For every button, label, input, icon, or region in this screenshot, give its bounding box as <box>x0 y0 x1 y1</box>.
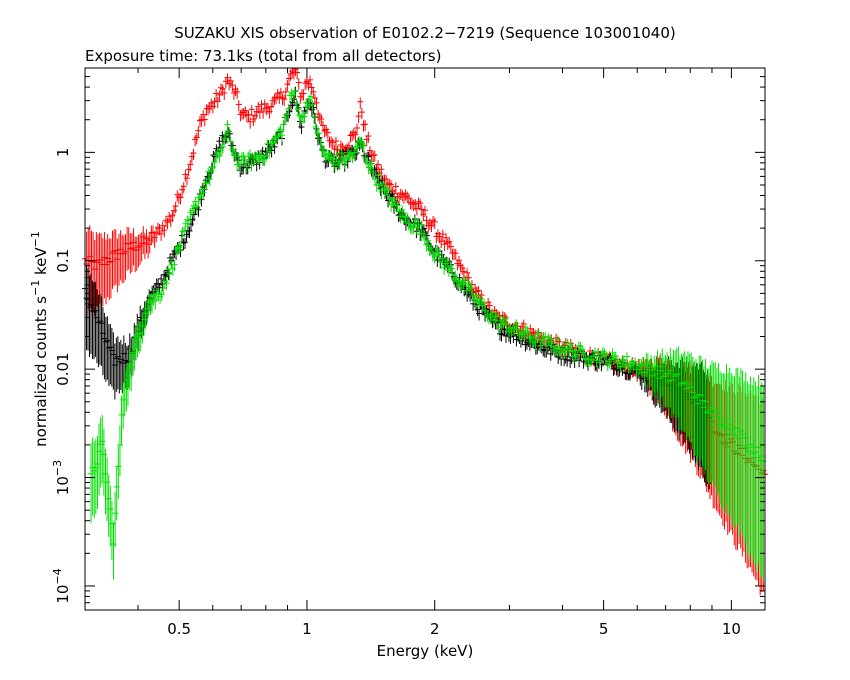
y-tick-label-exponent: −3 <box>51 460 64 476</box>
y-tick-label-base: 0.01 <box>54 352 72 385</box>
series-2 <box>82 86 714 490</box>
y-axis-label-main: normalized counts s <box>32 296 50 447</box>
y-tick-label-base: 10 <box>54 476 72 495</box>
y-axis-label: normalized counts s−1 keV−1 <box>29 231 50 447</box>
x-tick-label: 1 <box>302 620 312 638</box>
y-tick-label: 0.1 <box>54 249 72 273</box>
y-tick-label: 1 <box>54 148 72 158</box>
series-1 <box>82 68 768 597</box>
y-tick-label: 0.01 <box>54 352 72 385</box>
y-tick-label: 10−4 <box>51 568 72 603</box>
y-axis-label-sup1: −1 <box>29 280 42 296</box>
chart-subtitle: Exposure time: 73.1ks (total from all de… <box>85 47 441 65</box>
y-tick-label-exponent: −4 <box>51 568 64 584</box>
y-axis-label-mid: keV <box>32 247 50 280</box>
x-axis-ticks: 0.5 1 2 5 10 <box>84 68 741 638</box>
x-tick-label: 10 <box>722 620 741 638</box>
x-tick-label: 0.5 <box>167 620 191 638</box>
x-tick-label: 5 <box>599 620 609 638</box>
data-layer <box>82 68 768 597</box>
y-tick-label: 10−3 <box>51 460 72 495</box>
plot-frame <box>84 67 766 611</box>
series-3 <box>88 87 767 582</box>
y-tick-label-base: 0.1 <box>54 249 72 273</box>
y-tick-label-base: 1 <box>54 148 72 158</box>
chart-title: SUZAKU XIS observation of E0102.2−7219 (… <box>174 24 675 42</box>
y-tick-label-base: 10 <box>54 585 72 604</box>
x-axis-label: Energy (keV) <box>377 642 474 660</box>
y-axis-label-sup2: −1 <box>29 231 42 247</box>
x-tick-label: 2 <box>430 620 440 638</box>
